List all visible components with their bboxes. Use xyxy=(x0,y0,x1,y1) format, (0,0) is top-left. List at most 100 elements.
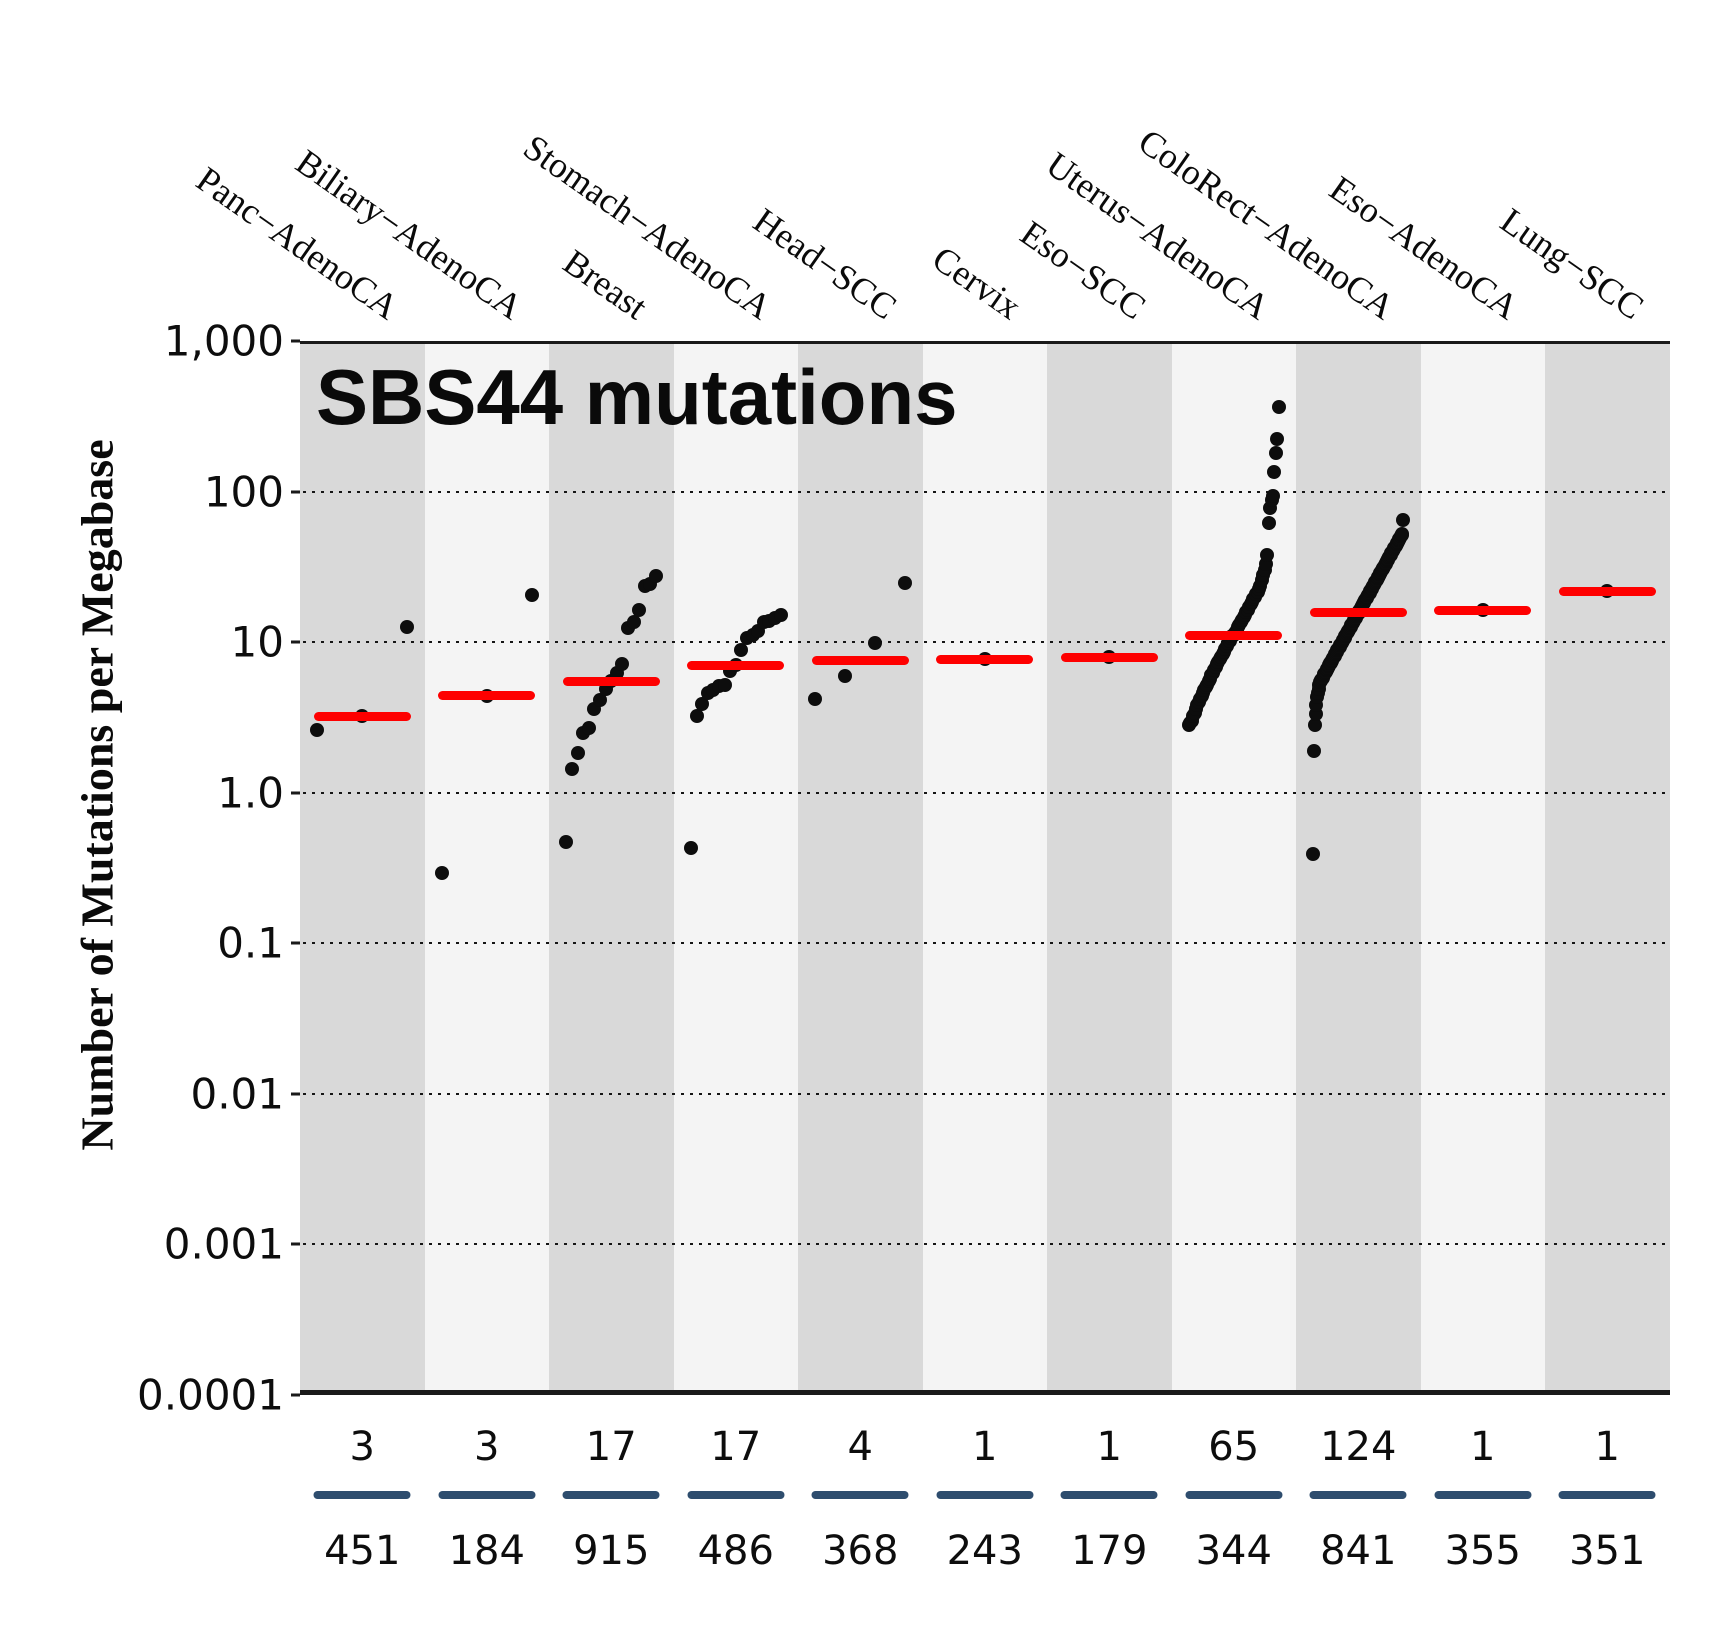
data-point xyxy=(649,569,664,584)
median-line-7 xyxy=(1060,652,1158,662)
data-point xyxy=(1307,718,1322,733)
y-tick-label-1,000: 1,000 xyxy=(163,316,284,366)
category-label-11: Lung−SCC xyxy=(1493,200,1651,328)
median-line-8 xyxy=(1185,630,1283,640)
median-line-3 xyxy=(562,676,660,686)
data-point xyxy=(570,745,585,760)
y-tick-label-0.001: 0.001 xyxy=(163,1219,284,1269)
count-underline xyxy=(1060,1491,1158,1499)
data-point xyxy=(683,840,698,855)
data-point xyxy=(868,636,883,651)
count-underline xyxy=(1434,1491,1532,1499)
total-sample-count-3: 915 xyxy=(573,1528,650,1574)
y-tick-mark xyxy=(291,1242,300,1246)
total-sample-count-7: 179 xyxy=(1071,1528,1148,1574)
signature-sample-count-1: 3 xyxy=(349,1424,375,1470)
y-tick-mark xyxy=(291,941,300,945)
total-sample-count-1: 451 xyxy=(324,1528,401,1574)
data-point xyxy=(565,761,580,776)
column-band-5 xyxy=(798,344,923,1390)
data-point xyxy=(1271,399,1286,414)
data-point xyxy=(1268,446,1283,461)
data-point xyxy=(689,709,704,724)
data-point xyxy=(1267,465,1282,480)
signature-sample-count-4: 17 xyxy=(710,1424,762,1470)
total-sample-count-9: 841 xyxy=(1320,1528,1397,1574)
count-underline xyxy=(313,1491,411,1499)
data-point xyxy=(581,720,596,735)
data-point xyxy=(1395,527,1410,542)
median-line-4 xyxy=(687,660,785,670)
column-band-7 xyxy=(1047,344,1172,1390)
data-point xyxy=(400,619,415,634)
data-point xyxy=(898,575,913,590)
column-band-4 xyxy=(673,344,798,1390)
count-underline xyxy=(1185,1491,1283,1499)
y-tick-mark xyxy=(291,640,300,644)
median-line-10 xyxy=(1434,605,1532,615)
data-point xyxy=(1265,488,1280,503)
total-sample-count-5: 368 xyxy=(822,1528,899,1574)
category-label-6: Cervix xyxy=(925,238,1029,328)
y-tick-mark xyxy=(291,339,300,343)
count-underline xyxy=(811,1491,909,1499)
y-tick-mark xyxy=(291,490,300,493)
signature-sample-count-11: 1 xyxy=(1594,1424,1620,1470)
data-point xyxy=(773,608,788,623)
column-band-6 xyxy=(922,344,1047,1390)
data-point xyxy=(808,691,823,706)
y-tick-label-0.01: 0.01 xyxy=(190,1069,284,1118)
category-label-5: Head−SCC xyxy=(746,200,904,328)
y-tick-mark xyxy=(291,791,300,794)
column-band-9 xyxy=(1296,344,1421,1390)
count-underline xyxy=(687,1491,785,1499)
y-tick-label-100: 100 xyxy=(203,467,284,516)
gridline-0.1 xyxy=(303,942,1667,944)
median-line-5 xyxy=(811,656,909,666)
data-point xyxy=(615,657,630,672)
median-line-6 xyxy=(936,654,1034,664)
category-label-2: Biliary−AdenoCA xyxy=(289,141,531,328)
count-underline xyxy=(438,1491,536,1499)
y-tick-label-0.0001: 0.0001 xyxy=(137,1370,284,1419)
data-point xyxy=(1261,515,1276,530)
median-line-1 xyxy=(313,711,411,721)
data-point xyxy=(632,603,647,618)
median-line-11 xyxy=(1558,586,1656,596)
y-tick-mark xyxy=(291,1393,300,1396)
data-point xyxy=(717,677,732,692)
median-line-2 xyxy=(438,691,536,701)
count-underline xyxy=(1309,1491,1407,1499)
column-band-1 xyxy=(300,344,425,1390)
total-sample-count-11: 351 xyxy=(1569,1528,1646,1574)
data-point xyxy=(434,866,449,881)
gridline-0.001 xyxy=(303,1243,1667,1245)
signature-sample-count-10: 1 xyxy=(1470,1424,1496,1470)
signature-sample-count-9: 124 xyxy=(1320,1424,1397,1470)
data-point xyxy=(626,614,641,629)
column-band-10 xyxy=(1420,344,1545,1390)
data-point xyxy=(1306,847,1321,862)
data-point xyxy=(695,696,710,711)
count-underline xyxy=(936,1491,1034,1499)
chart-title: SBS44 mutations xyxy=(316,353,958,441)
gridline-0.01 xyxy=(303,1092,1667,1095)
data-point xyxy=(1260,547,1275,562)
y-tick-mark xyxy=(291,1092,300,1095)
data-point xyxy=(1270,432,1285,447)
y-tick-label-10: 10 xyxy=(230,617,284,667)
data-point xyxy=(734,643,749,658)
column-band-3 xyxy=(549,344,674,1390)
total-sample-count-6: 243 xyxy=(946,1528,1023,1574)
signature-sample-count-6: 1 xyxy=(972,1424,998,1470)
data-point xyxy=(1307,743,1322,758)
plot-area xyxy=(300,341,1670,1395)
signature-sample-count-8: 65 xyxy=(1208,1424,1260,1470)
signature-sample-count-7: 1 xyxy=(1096,1424,1122,1470)
count-underline xyxy=(562,1491,660,1499)
data-point xyxy=(310,723,325,738)
total-sample-count-4: 486 xyxy=(697,1528,774,1574)
signature-sample-count-3: 17 xyxy=(585,1424,637,1470)
data-point xyxy=(524,588,539,603)
